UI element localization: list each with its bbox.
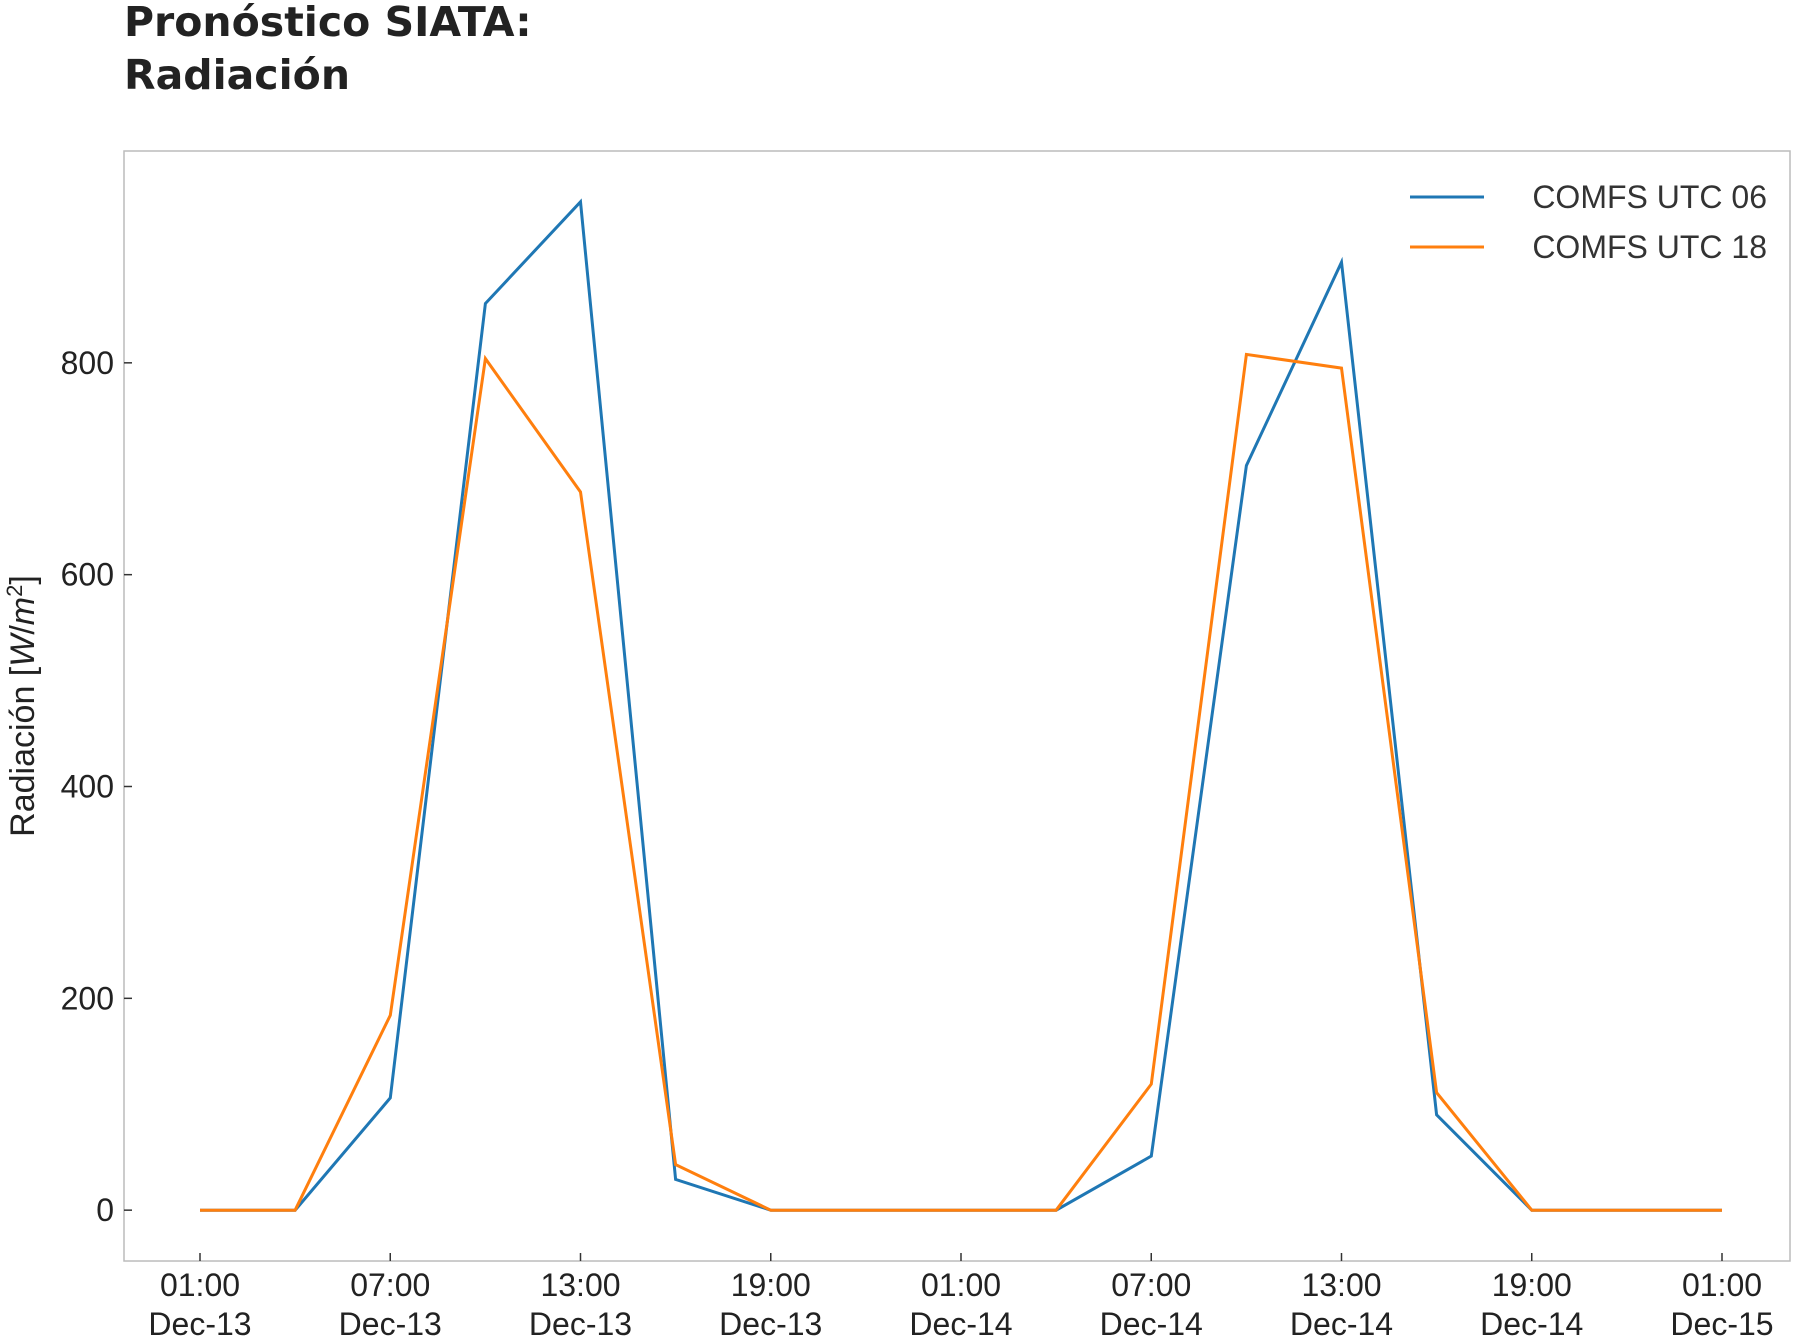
x-tick-date: Dec-13 (719, 1306, 822, 1342)
x-tick-date: Dec-14 (1290, 1306, 1393, 1342)
series-lines (200, 198, 1722, 1212)
chart-title-line-1: Pronóstico SIATA: (124, 0, 532, 46)
x-tick-time: 07:00 (350, 1267, 430, 1303)
y-tick-label: 200 (61, 980, 114, 1016)
x-tick-date: Dec-15 (1670, 1306, 1773, 1342)
x-tick-time: 01:00 (921, 1267, 1001, 1303)
y-axis-label: Radiación [W/m2] (2, 575, 43, 837)
x-tick-date: Dec-13 (529, 1306, 632, 1342)
series-line-2 (200, 352, 1722, 1212)
plot-frame (123, 150, 1791, 1262)
x-tick-date: Dec-13 (339, 1306, 442, 1342)
y-tick-label: 0 (96, 1192, 114, 1228)
chart-title-line-2: Radiación (124, 51, 350, 99)
legend-label-2: COMFS UTC 18 (1532, 229, 1767, 265)
legend: COMFS UTC 06 COMFS UTC 18 (1410, 179, 1767, 265)
x-tick-date: Dec-14 (909, 1306, 1012, 1342)
x-tick-time: 13:00 (540, 1267, 620, 1303)
y-tick-label: 800 (61, 345, 114, 381)
legend-label-1: COMFS UTC 06 (1532, 179, 1767, 215)
x-tick-date: Dec-14 (1100, 1306, 1203, 1342)
y-tick-label: 400 (61, 768, 114, 804)
x-axis: 01:00Dec-1307:00Dec-1313:00Dec-1319:00De… (148, 1253, 1774, 1342)
chart-title: Pronóstico SIATA: Radiación (124, 0, 532, 99)
x-tick-time: 19:00 (731, 1267, 811, 1303)
x-tick-time: 01:00 (160, 1267, 240, 1303)
x-tick-date: Dec-13 (148, 1306, 251, 1342)
x-tick-time: 19:00 (1492, 1267, 1572, 1303)
x-tick-time: 13:00 (1301, 1267, 1381, 1303)
series-line-1 (200, 198, 1722, 1212)
x-tick-time: 07:00 (1111, 1267, 1191, 1303)
x-tick-time: 01:00 (1682, 1267, 1762, 1303)
x-tick-date: Dec-14 (1480, 1306, 1583, 1342)
y-axis: 0 200 400 600 800 (61, 345, 132, 1228)
y-tick-label: 600 (61, 557, 114, 593)
